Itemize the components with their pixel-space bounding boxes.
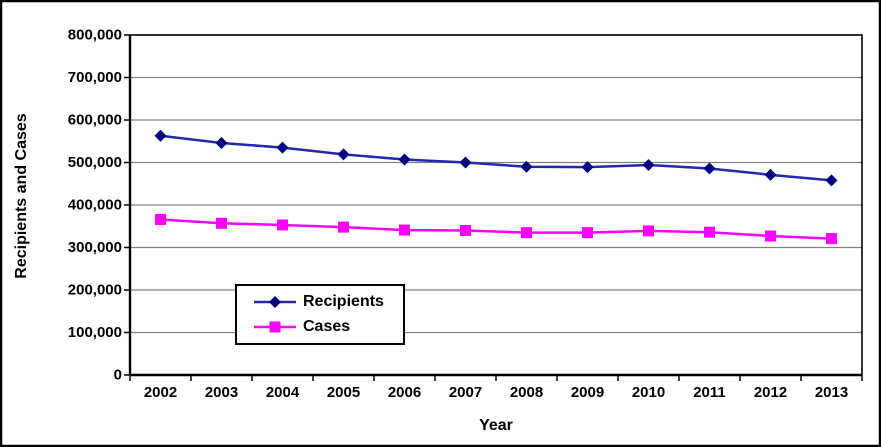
x-tick-label: 2013 [815,384,848,401]
x-tick-label: 2012 [754,384,787,401]
marker-cases [521,227,532,239]
x-tick-label: 2011 [693,384,726,401]
legend-item-recipients: Recipients [253,293,403,311]
legend-item-cases: Cases [253,318,403,336]
y-tick-label: 300,000 [68,239,122,256]
marker-recipients [764,168,777,181]
marker-cases [338,221,349,233]
marker-cases [826,233,837,245]
marker-recipients [459,156,472,169]
marker-recipients [337,148,350,161]
marker-recipients [154,129,167,142]
marker-recipients [825,174,838,187]
x-tick-label: 2004 [266,384,300,401]
x-tick-label: 2010 [632,384,665,401]
marker-recipients [581,161,594,174]
series-line-recipients [160,134,832,182]
y-tick-label: 400,000 [68,197,122,214]
marker-cases [460,225,471,236]
marker-recipients [703,162,716,175]
x-tick-label: 2003 [205,384,238,401]
legend-label: Cases [303,318,351,335]
marker-cases [216,217,227,229]
x-tick-label: 2007 [449,384,482,401]
marker-cases [704,226,715,238]
marker-cases [582,227,593,239]
x-tick-label: 2008 [510,384,543,401]
marker-recipients [215,136,228,149]
x-tick-label: 2002 [144,384,177,401]
y-tick-label: 0 [114,367,122,384]
marker-cases [155,213,166,225]
marker-recipients [642,159,655,172]
y-tick-label: 600,000 [68,112,122,129]
y-tick-label: 100,000 [68,324,122,341]
y-tick-label: 800,000 [68,27,122,44]
series-line-cases [160,218,832,240]
legend-label: Recipients [303,293,384,310]
y-tick-label: 700,000 [68,69,122,86]
marker-recipients [398,153,411,166]
x-tick-label: 2006 [388,384,421,401]
marker-cases [643,225,654,237]
x-axis-title: Year [479,417,513,434]
marker-recipients [520,160,533,173]
y-tick-label: 200,000 [68,282,122,299]
marker-cases [399,224,410,236]
legend-diamond-marker-icon [254,296,296,308]
legend-square-marker-icon [254,321,296,333]
marker-cases [277,219,288,231]
x-tick-label: 2005 [327,384,360,401]
marker-cases [765,230,776,242]
x-tick-label: 2009 [571,384,604,401]
legend: Recipients Cases [235,284,405,345]
y-tick-label: 500,000 [68,154,122,171]
y-axis-title: Recipients and Cases [13,113,30,279]
marker-recipients [276,141,289,154]
